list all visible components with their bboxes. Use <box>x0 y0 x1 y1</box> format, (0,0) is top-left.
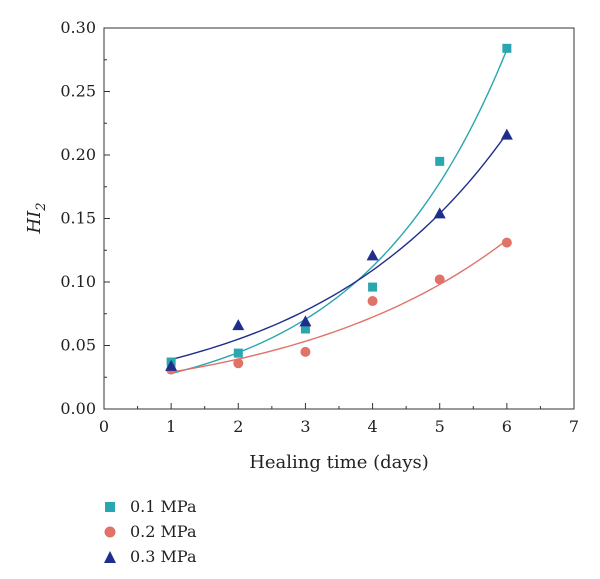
data-point-circle <box>367 296 378 307</box>
legend-item-0: 0.1 MPa <box>100 494 197 519</box>
plot-frame <box>103 27 575 410</box>
y-tick-label: 0.30 <box>60 18 96 37</box>
data-point-square <box>233 348 243 358</box>
data-point-circle <box>501 237 512 248</box>
data-points <box>165 43 513 375</box>
data-point-circle <box>300 346 311 357</box>
legend-label: 0.1 MPa <box>130 497 197 516</box>
x-axis-ticks: 0 1 2 3 4 5 6 7 <box>99 403 579 436</box>
data-point-circle <box>434 274 445 285</box>
data-point-circle <box>233 358 244 369</box>
y-tick-label: 0.05 <box>60 336 96 355</box>
legend-square-marker-icon <box>100 500 120 514</box>
fit-curve <box>170 49 508 375</box>
x-tick-label: 1 <box>166 417 176 436</box>
y-tick-label: 0.00 <box>60 399 96 418</box>
data-point-triangle <box>366 249 379 261</box>
data-point-square <box>502 43 512 53</box>
fit-curve <box>171 239 508 373</box>
data-point-triangle <box>500 128 513 140</box>
legend-triangle-marker-icon <box>100 550 120 564</box>
x-tick-label: 5 <box>435 417 445 436</box>
legend-item-1: 0.2 MPa <box>100 519 197 544</box>
y-tick-label: 0.10 <box>60 272 96 291</box>
y-axis-title: HI2 <box>24 202 49 234</box>
y-tick-label: 0.20 <box>60 145 96 164</box>
legend-label: 0.2 MPa <box>130 522 197 541</box>
data-point-triangle <box>232 319 245 331</box>
x-tick-label: 0 <box>99 417 109 436</box>
y-axis-title-main: HI <box>24 210 45 235</box>
x-tick-label: 7 <box>569 417 579 436</box>
legend-label: 0.3 MPa <box>130 547 197 566</box>
y-axis-ticks: 0.00 0.05 0.10 0.15 0.20 0.25 0.30 <box>60 18 110 418</box>
legend-circle-marker-icon <box>100 525 120 539</box>
y-tick-label: 0.25 <box>60 82 96 101</box>
y-axis-title-sub: 2 <box>34 202 49 211</box>
data-point-triangle <box>299 315 312 327</box>
legend: 0.1 MPa 0.2 MPa 0.3 MPa <box>100 494 197 569</box>
x-axis-title: Healing time (days) <box>249 452 429 473</box>
x-tick-label: 3 <box>300 417 310 436</box>
x-tick-label: 6 <box>502 417 512 436</box>
data-point-square <box>435 156 445 166</box>
data-point-square <box>300 324 310 334</box>
fit-curves <box>170 49 508 375</box>
x-tick-label: 2 <box>233 417 243 436</box>
y-tick-label: 0.15 <box>60 209 96 228</box>
data-point-triangle <box>165 359 178 371</box>
legend-item-2: 0.3 MPa <box>100 544 197 569</box>
data-point-triangle <box>433 207 446 219</box>
fit-curve <box>170 133 508 361</box>
x-tick-label: 4 <box>367 417 377 436</box>
chart: 0 1 2 3 4 5 6 7 0.00 0.05 0.10 0.15 0.20 0.25 0.30 He… <box>24 18 579 473</box>
data-point-square <box>368 282 378 292</box>
